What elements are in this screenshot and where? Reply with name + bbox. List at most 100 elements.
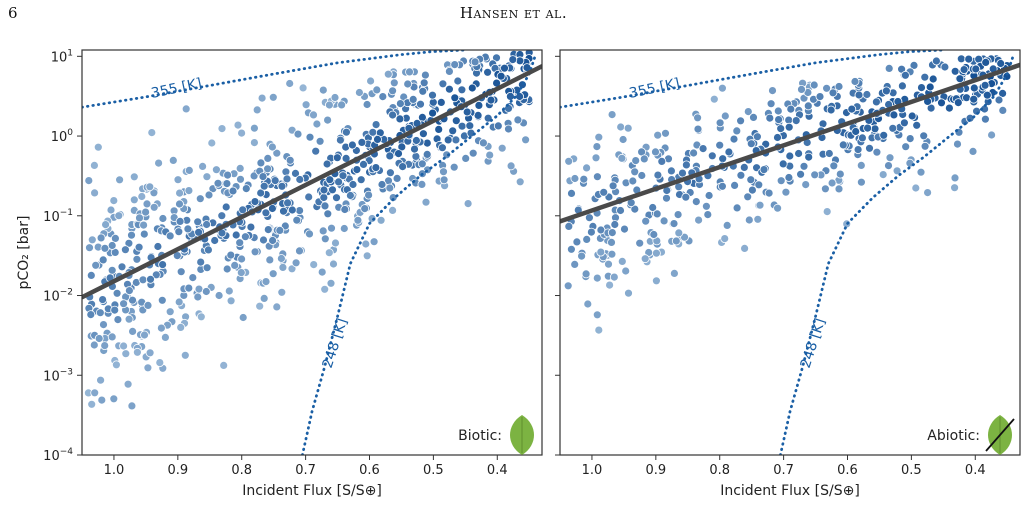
scatter-point [328, 185, 337, 195]
scatter-point [87, 235, 97, 245]
scatter-point [201, 287, 211, 296]
scatter-point [238, 313, 248, 322]
scatter-point [115, 175, 124, 185]
scatter-point [155, 358, 165, 368]
scatter-point [457, 121, 467, 131]
scatter-point [259, 235, 268, 245]
scatter-point [184, 165, 194, 175]
scatter-point [377, 180, 387, 189]
scatter-point [323, 209, 333, 219]
scatter-point [278, 262, 288, 272]
condition-label: Biotic: [458, 428, 502, 444]
scatter-point [610, 220, 620, 229]
scatter-point [417, 179, 427, 189]
scatter-point [850, 77, 860, 86]
scatter-point [259, 181, 269, 191]
scatter-point [784, 122, 794, 132]
scatter-point [157, 295, 167, 305]
scatter-point [616, 122, 626, 132]
scatter-point [268, 269, 278, 279]
scatter-point [334, 177, 344, 187]
scatter-point [689, 148, 698, 158]
scatter-point [449, 162, 459, 172]
scatter-point [246, 222, 256, 232]
scatter-point [438, 79, 448, 89]
scatter-point [372, 85, 382, 95]
scatter-point [223, 170, 233, 180]
scatter-point [326, 278, 336, 288]
scatter-point [470, 57, 480, 67]
scatter-point [398, 162, 408, 172]
condition-label: Abiotic: [927, 428, 980, 444]
scatter-point [99, 320, 108, 330]
scatter-point [720, 111, 730, 121]
scatter-point [649, 230, 659, 239]
scatter-point [653, 170, 663, 180]
scatter-point [467, 83, 477, 93]
scatter-point [998, 106, 1008, 115]
scatter-point [320, 284, 330, 294]
scatter-point [909, 61, 919, 70]
scatter-point [305, 229, 314, 239]
scatter-point [651, 147, 660, 157]
scatter-point [320, 234, 330, 244]
scatter-point [704, 191, 714, 200]
scatter-point [720, 234, 730, 244]
scatter-point [450, 60, 460, 69]
scatter-point [994, 95, 1004, 105]
scatter-point [263, 153, 273, 163]
scatter-point [969, 83, 979, 93]
scatter-point [709, 94, 719, 104]
scatter-point [318, 226, 328, 236]
isotherm-248-line [779, 53, 1015, 455]
scatter-point [128, 326, 138, 336]
x-tick-label: 0.6 [359, 463, 380, 478]
scatter-point [113, 315, 123, 325]
scatter-point [863, 123, 872, 133]
scatter-point [753, 214, 763, 224]
scatter-point [953, 139, 962, 149]
scatter-point [410, 144, 419, 154]
scatter-point [892, 166, 902, 176]
scatter-point [485, 150, 495, 160]
scatter-point [236, 174, 245, 184]
scatter-point [332, 153, 342, 163]
scatter-point [962, 93, 971, 103]
scatter-point [953, 98, 963, 107]
scatter-point [878, 170, 888, 180]
scatter-point [581, 269, 591, 279]
scatter-point [109, 394, 119, 404]
scatter-point [579, 174, 589, 184]
scatter-point [564, 156, 574, 166]
scatter-point [279, 206, 288, 216]
scatter-point [360, 204, 370, 214]
scatter-point [389, 78, 399, 88]
scatter-point [702, 201, 711, 211]
scatter-point [180, 350, 190, 360]
scatter-point [394, 149, 403, 159]
scatter-point [920, 141, 930, 151]
scatter-point [256, 188, 266, 198]
scatter-point [268, 236, 278, 245]
scatter-point [97, 395, 107, 405]
scatter-point [422, 138, 432, 148]
scatter-point [450, 93, 460, 103]
scatter-point [287, 205, 297, 215]
scatter-point [872, 147, 882, 157]
scatter-point [235, 163, 245, 173]
scatter-point [291, 168, 300, 178]
scatter-point [462, 107, 472, 117]
scatter-point [620, 224, 629, 234]
scatter-point [327, 223, 336, 233]
scatter-point [221, 202, 231, 212]
scatter-point [291, 258, 301, 268]
scatter-point [139, 220, 149, 230]
scatter-point [821, 184, 830, 194]
scatter-point [815, 92, 825, 101]
scatter-point [707, 151, 717, 161]
scatter-point [383, 69, 393, 79]
x-tick-label: 0.6 [837, 463, 858, 478]
scatter-point [826, 105, 836, 115]
scatter-point [101, 220, 110, 230]
